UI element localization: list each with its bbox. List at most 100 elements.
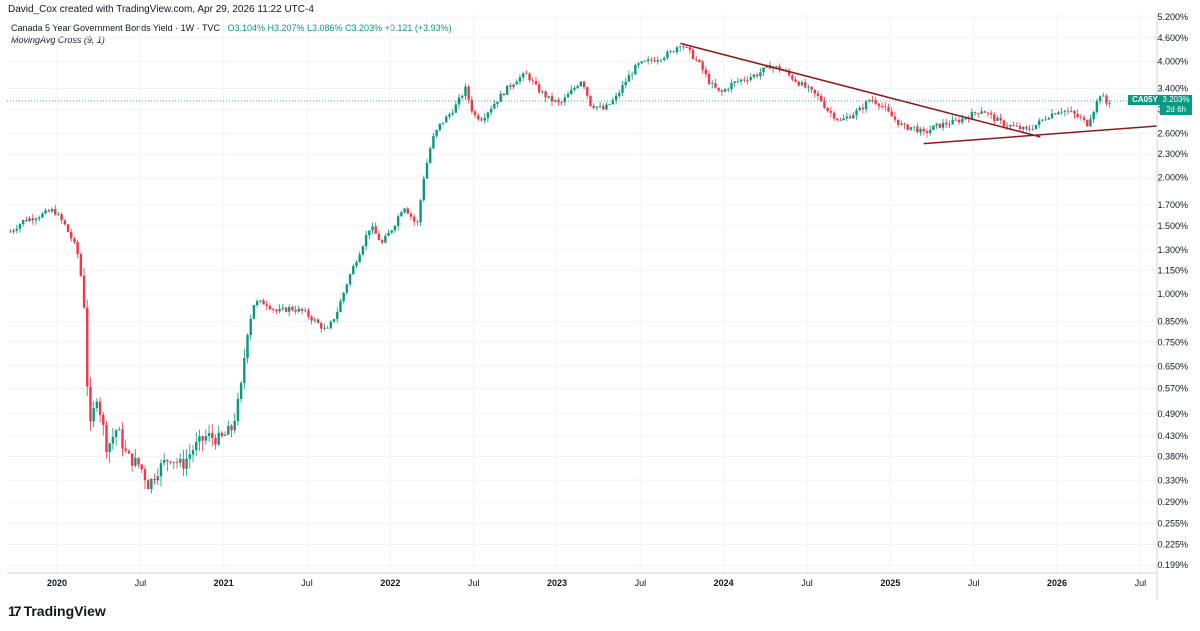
- candle-body: [339, 301, 342, 312]
- candle-body: [323, 327, 326, 329]
- candle-body: [1089, 119, 1092, 127]
- candle-body: [618, 92, 621, 96]
- x-tick-label: Jul: [801, 578, 813, 588]
- candle-body: [448, 114, 451, 117]
- candle-body: [1095, 100, 1099, 112]
- candle-body: [220, 432, 224, 436]
- candle-body: [1034, 124, 1038, 129]
- candle-body: [300, 308, 304, 311]
- candle-body: [669, 51, 672, 53]
- candle-body: [54, 209, 57, 215]
- candle-body: [1047, 118, 1050, 120]
- candle-body: [759, 72, 762, 77]
- candle-body: [134, 457, 137, 466]
- candle-body: [284, 307, 288, 312]
- candle-body: [25, 219, 28, 222]
- candle-body: [537, 84, 541, 93]
- candle-body: [624, 81, 627, 86]
- y-tick-label: 2.600%: [1157, 129, 1188, 139]
- candle-body: [57, 214, 60, 216]
- candle-body: [82, 275, 86, 308]
- candle-body: [265, 304, 268, 307]
- candle-body: [377, 233, 381, 241]
- candle-body: [345, 284, 349, 293]
- candle-body: [714, 83, 717, 88]
- candle-body: [900, 123, 903, 125]
- candle-body: [393, 225, 397, 231]
- candle-body: [525, 73, 528, 75]
- candle-body: [634, 64, 637, 75]
- candle-body: [929, 129, 932, 133]
- candle-body: [762, 67, 765, 73]
- candle-body: [1054, 113, 1057, 115]
- candle-body: [810, 86, 813, 90]
- candle-body: [66, 224, 70, 232]
- candle-body: [403, 208, 406, 213]
- candle-body: [954, 119, 958, 121]
- candle-body: [640, 61, 643, 64]
- candle-body: [259, 300, 262, 302]
- candle-body: [980, 111, 983, 114]
- candle-body: [1050, 113, 1054, 119]
- y-tick-label: 5.200%: [1157, 12, 1188, 22]
- candle-body: [380, 240, 384, 243]
- candle-body: [602, 106, 605, 110]
- trendline[interactable]: [680, 42, 1041, 138]
- candle-body: [461, 95, 464, 98]
- candle-body: [374, 226, 377, 234]
- candle-body: [746, 79, 749, 81]
- candle-body: [505, 85, 509, 95]
- candle-body: [1063, 110, 1067, 112]
- trendlines[interactable]: [680, 42, 1158, 145]
- tradingview-logo[interactable]: 17 TradingView: [8, 603, 106, 619]
- time-axis[interactable]: 2020 Jul 2021 Jul 2022 Jul 2023 Jul 2024 Jul 2025 J…: [47, 578, 1146, 588]
- candle-body: [941, 122, 945, 128]
- candle-body: [688, 47, 692, 50]
- symbol-title: Canada 5 Year Government Bonds Yield · 1…: [11, 23, 220, 33]
- candle-body: [922, 128, 925, 132]
- candle-body: [438, 123, 442, 130]
- candle-body: [861, 107, 865, 110]
- candle-body: [813, 89, 817, 94]
- trendline[interactable]: [923, 125, 1158, 145]
- candle-body: [204, 436, 208, 441]
- candle-body: [964, 118, 967, 120]
- candle-body: [352, 266, 355, 275]
- candle-body: [999, 117, 1002, 121]
- candle-body: [512, 84, 515, 87]
- candle-body: [804, 82, 807, 88]
- candle-body: [932, 125, 935, 130]
- candle-body: [50, 209, 54, 212]
- candle-body: [227, 425, 230, 435]
- candle-body: [185, 458, 188, 469]
- candle-body: [829, 111, 833, 113]
- candle-body: [63, 220, 67, 225]
- candle-body: [893, 116, 897, 120]
- y-tick-label: 0.430%: [1157, 431, 1188, 441]
- candle-body: [826, 107, 829, 112]
- candle-body: [679, 46, 682, 48]
- candle-body: [637, 63, 640, 65]
- candle-body: [1031, 128, 1034, 130]
- candle-body: [787, 71, 791, 76]
- candle-body: [70, 231, 73, 239]
- candle-body: [557, 100, 560, 102]
- candle-body: [1002, 120, 1006, 127]
- candle-body: [1021, 126, 1025, 130]
- y-tick-label: 0.850%: [1157, 316, 1188, 326]
- y-tick-label: 1.500%: [1157, 221, 1188, 231]
- indicator-legend[interactable]: MovingAvg Cross (9, 1): [11, 35, 105, 45]
- y-tick-label: 1.000%: [1157, 289, 1188, 299]
- candle-body: [387, 232, 390, 237]
- candle-body: [146, 480, 150, 490]
- candle-body: [842, 118, 845, 121]
- candle-body: [755, 74, 759, 77]
- candle-body: [531, 80, 534, 82]
- candle-body: [364, 235, 368, 247]
- candle-body: [156, 476, 159, 481]
- candle-body: [986, 112, 990, 114]
- x-tick-label: Jul: [968, 578, 980, 588]
- candle-body: [188, 454, 192, 459]
- candle-body: [749, 77, 752, 81]
